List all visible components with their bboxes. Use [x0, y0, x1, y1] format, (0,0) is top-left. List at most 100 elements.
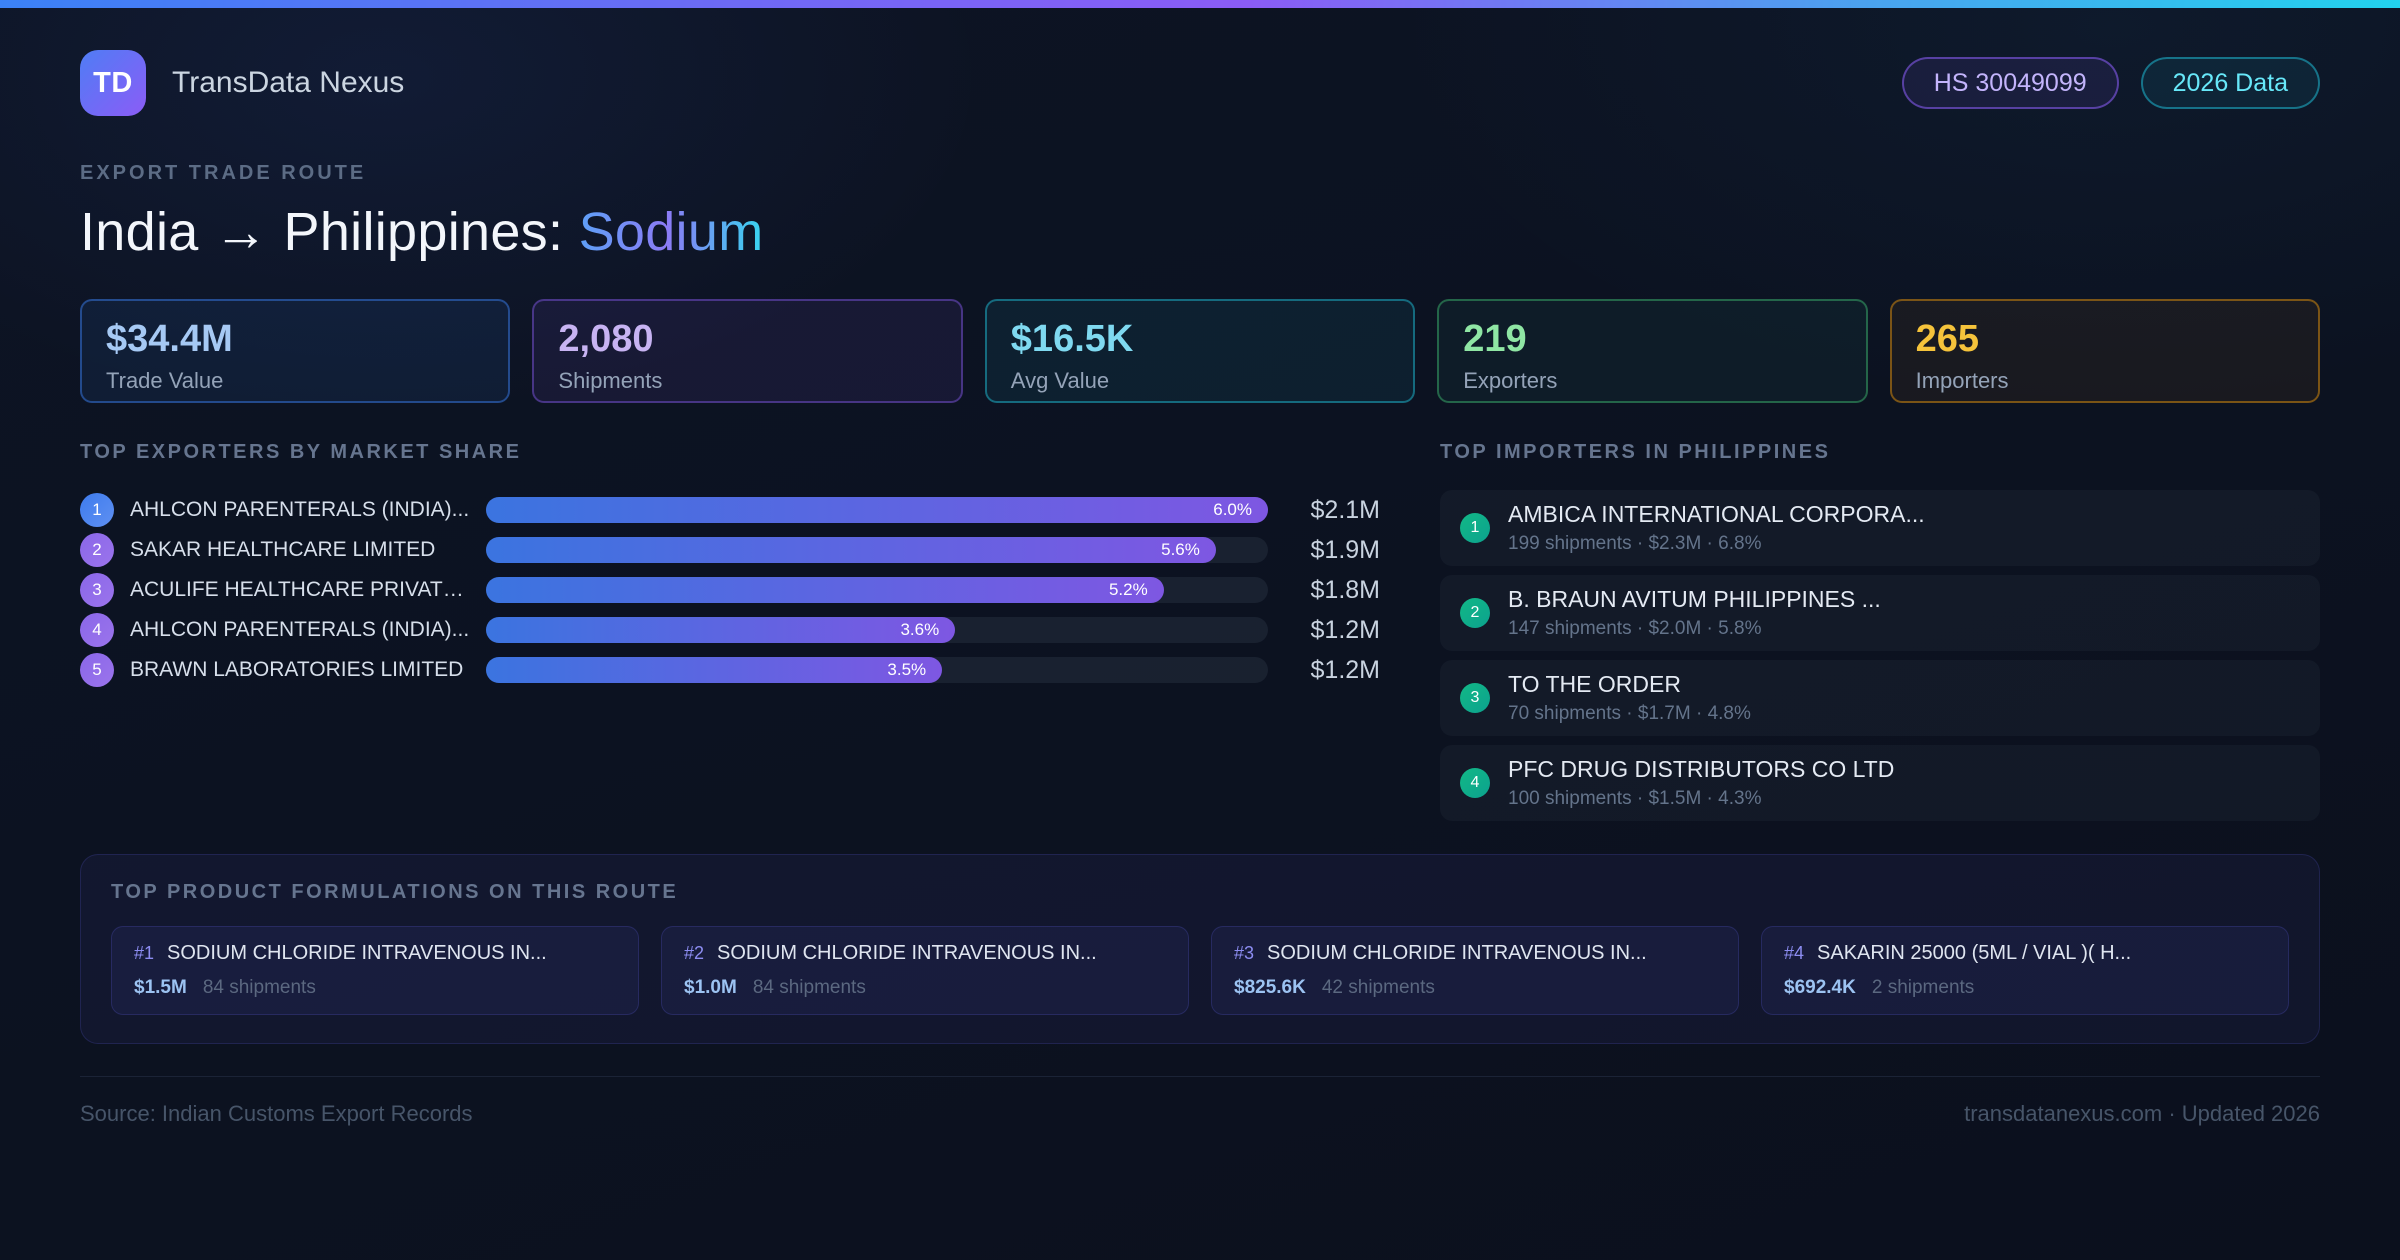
product-card[interactable]: #3 SODIUM CHLORIDE INTRAVENOUS IN... $82… [1211, 926, 1739, 1015]
importer-meta: 70 shipments · $1.7M · 4.8% [1508, 703, 1751, 724]
top-importers-section: TOP IMPORTERS IN PHILIPPINES 1 AMBICA IN… [1440, 441, 2320, 830]
footer-source: Source: Indian Customs Export Records [80, 1101, 473, 1126]
exporter-name: BRAWN LABORATORIES LIMITED [130, 658, 464, 681]
product-shipments: 84 shipments [752, 977, 866, 998]
rank-badge: 4 [1460, 768, 1490, 798]
product-rank: #3 [1234, 943, 1255, 963]
product-card-top: #3 SODIUM CHLORIDE INTRAVENOUS IN... [1234, 942, 1716, 965]
exporter-value: $1.2M [1310, 615, 1380, 644]
stat-cards: $34.4M Trade Value 2,080 Shipments $16.5… [80, 299, 2320, 403]
importer-name: PFC DRUG DISTRIBUTORS CO LTD [1508, 756, 1895, 782]
market-share-bar-fill: 5.2% [486, 577, 1164, 603]
product-card[interactable]: #4 SAKARIN 25000 (5ML / VIAL )( H... $69… [1761, 926, 2289, 1015]
product-rank: #2 [684, 943, 705, 963]
rank-badge: 3 [80, 573, 114, 607]
product-card[interactable]: #1 SODIUM CHLORIDE INTRAVENOUS IN... $1.… [111, 926, 639, 1015]
exporter-value: $1.2M [1310, 655, 1380, 684]
product-value: $825.6K [1234, 977, 1306, 998]
stat-card-shipments: 2,080 Shipments [532, 299, 963, 403]
exporter-name: ACULIFE HEALTHCARE PRIVATE... [130, 578, 470, 601]
top-products-panel: TOP PRODUCT FORMULATIONS ON THIS ROUTE #… [80, 854, 2320, 1044]
market-share-bar-fill: 5.6% [486, 537, 1216, 563]
importer-name: AMBICA INTERNATIONAL CORPORA... [1508, 501, 1925, 527]
exporter-row[interactable]: 5 BRAWN LABORATORIES LIMITED 3.5% $1.2M [80, 650, 1380, 690]
importer-list-item[interactable]: 3 TO THE ORDER 70 shipments · $1.7M · 4.… [1440, 660, 2320, 736]
market-share-bar-track: 3.6% [486, 617, 1268, 643]
market-share-bar-fill: 6.0% [486, 497, 1268, 523]
exporter-name: AHLCON PARENTERALS (INDIA)... [130, 498, 470, 521]
product-name: SODIUM CHLORIDE INTRAVENOUS IN... [167, 942, 547, 964]
stat-label: Importers [1915, 368, 2009, 393]
rank-badge: 1 [80, 493, 114, 527]
stat-card-importers: 265 Importers [1889, 299, 2320, 403]
product-name: SODIUM CHLORIDE INTRAVENOUS IN... [1267, 942, 1647, 964]
product-shipments: 42 shipments [1321, 977, 1435, 998]
rank-badge: 5 [80, 653, 114, 687]
exporter-row[interactable]: 2 SAKAR HEALTHCARE LIMITED 5.6% $1.9M [80, 530, 1380, 570]
importer-meta: 100 shipments · $1.5M · 4.3% [1508, 788, 1762, 809]
stat-value: 219 [1463, 318, 1527, 360]
stat-value: $16.5K [1010, 318, 1134, 360]
page-title-route: India → Philippines: [80, 202, 579, 262]
stat-card-exporters: 219 Exporters [1437, 299, 1868, 403]
product-card-bottom: $825.6K 42 shipments [1234, 977, 1716, 999]
product-name: SODIUM CHLORIDE INTRAVENOUS IN... [717, 942, 1097, 964]
stat-value: 2,080 [558, 318, 654, 360]
exporter-value: $1.9M [1310, 535, 1380, 564]
page-container: TD TransData Nexus HS 30049099 2026 Data… [0, 8, 2400, 1127]
exporters-heading: TOP EXPORTERS BY MARKET SHARE [80, 441, 522, 463]
page-footer: Source: Indian Customs Export Records tr… [80, 1076, 2320, 1127]
stat-label: Trade Value [106, 368, 224, 393]
year-data-badge[interactable]: 2026 Data [2140, 57, 2320, 109]
importer-list-item[interactable]: 4 PFC DRUG DISTRIBUTORS CO LTD 100 shipm… [1440, 745, 2320, 821]
footer-site: transdatanexus.com · Updated 2026 [1964, 1101, 2320, 1126]
exporter-value: $1.8M [1310, 575, 1380, 604]
rank-badge: 1 [1460, 513, 1490, 543]
importers-heading: TOP IMPORTERS IN PHILIPPINES [1440, 441, 1831, 463]
stat-card-avg-value: $16.5K Avg Value [984, 299, 1416, 403]
page-title: India → Philippines: Sodium [80, 201, 2320, 263]
importer-meta: 199 shipments · $2.3M · 6.8% [1508, 533, 1762, 554]
brand-logo-monogram: TD [93, 66, 133, 99]
stat-value: $34.4M [106, 318, 233, 360]
product-card-bottom: $1.5M 84 shipments [134, 977, 616, 999]
exporter-row[interactable]: 3 ACULIFE HEALTHCARE PRIVATE... 5.2% $1.… [80, 570, 1380, 610]
product-rank: #4 [1784, 943, 1805, 963]
app-header: TD TransData Nexus HS 30049099 2026 Data [80, 50, 2320, 116]
product-value: $692.4K [1784, 977, 1856, 998]
market-share-bar-track: 3.5% [486, 657, 1268, 683]
product-shipments: 84 shipments [202, 977, 316, 998]
market-share-bar-track: 5.6% [486, 537, 1268, 563]
importer-info: B. BRAUN AVITUM PHILIPPINES ... 147 ship… [1508, 586, 1881, 640]
stat-label: Avg Value [1010, 368, 1110, 393]
product-card-bottom: $692.4K 2 shipments [1784, 977, 2266, 999]
product-shipments: 2 shipments [1871, 977, 1975, 998]
importer-name: B. BRAUN AVITUM PHILIPPINES ... [1508, 586, 1881, 612]
accent-top-bar [0, 0, 2400, 8]
header-badges: HS 30049099 2026 Data [1901, 57, 2320, 109]
stat-value: 265 [1915, 318, 1979, 360]
exporter-name: AHLCON PARENTERALS (INDIA)... [130, 618, 470, 641]
rank-badge: 3 [1460, 683, 1490, 713]
importer-meta: 147 shipments · $2.0M · 5.8% [1508, 618, 1762, 639]
product-cards: #1 SODIUM CHLORIDE INTRAVENOUS IN... $1.… [111, 926, 2289, 1015]
top-exporters-section: TOP EXPORTERS BY MARKET SHARE 1 AHLCON P… [80, 441, 1380, 690]
importer-list-item[interactable]: 1 AMBICA INTERNATIONAL CORPORA... 199 sh… [1440, 490, 2320, 566]
market-share-percent: 5.2% [1108, 580, 1148, 599]
importer-list-item[interactable]: 2 B. BRAUN AVITUM PHILIPPINES ... 147 sh… [1440, 575, 2320, 651]
exporter-row[interactable]: 4 AHLCON PARENTERALS (INDIA)... 3.6% $1.… [80, 610, 1380, 650]
main-content: TOP EXPORTERS BY MARKET SHARE 1 AHLCON P… [80, 441, 2320, 830]
hs-code-badge[interactable]: HS 30049099 [1901, 57, 2119, 109]
product-card[interactable]: #2 SODIUM CHLORIDE INTRAVENOUS IN... $1.… [661, 926, 1189, 1015]
rank-badge: 2 [80, 533, 114, 567]
product-value: $1.0M [684, 977, 737, 998]
market-share-percent: 6.0% [1213, 500, 1252, 519]
product-card-top: #4 SAKARIN 25000 (5ML / VIAL )( H... [1784, 942, 2266, 965]
eyebrow-label: EXPORT TRADE ROUTE [80, 162, 367, 184]
importer-info: TO THE ORDER 70 shipments · $1.7M · 4.8% [1508, 671, 1751, 725]
market-share-bar-fill: 3.6% [486, 617, 956, 643]
stat-card-trade-value: $34.4M Trade Value [80, 299, 511, 403]
importer-info: AMBICA INTERNATIONAL CORPORA... 199 ship… [1508, 501, 1925, 555]
market-share-bar-track: 5.2% [486, 577, 1268, 603]
exporter-row[interactable]: 1 AHLCON PARENTERALS (INDIA)... 6.0% $2.… [80, 490, 1380, 530]
